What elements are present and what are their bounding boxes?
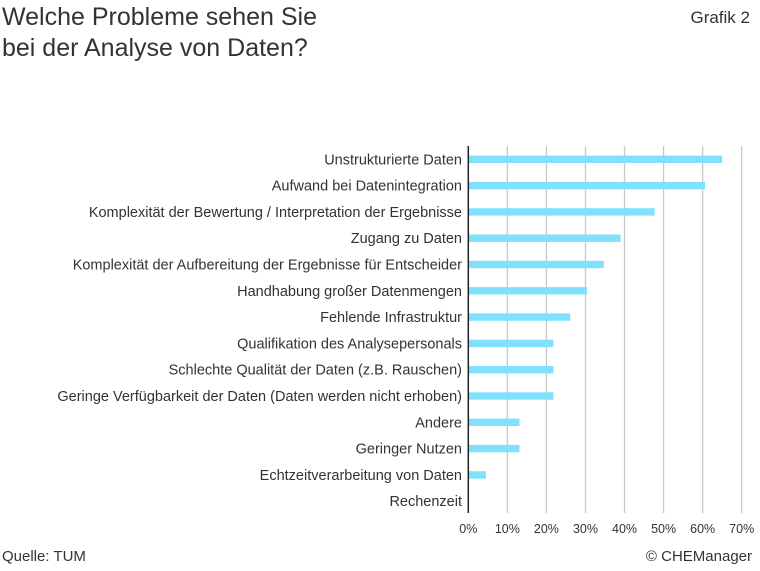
category-label: Komplexität der Bewertung / Interpretati… xyxy=(89,205,462,221)
category-label: Rechenzeit xyxy=(389,494,462,510)
category-label: Komplexität der Aufbereitung der Ergebni… xyxy=(73,258,462,274)
bar xyxy=(468,155,723,163)
category-label: Zugang zu Daten xyxy=(351,231,462,247)
x-tick-label: 50% xyxy=(651,522,676,536)
category-label: Unstrukturierte Daten xyxy=(324,152,462,168)
x-tick-label: 20% xyxy=(534,522,559,536)
category-label: Geringe Verfügbarkeit der Daten (Daten w… xyxy=(57,389,462,405)
chart-title: Welche Probleme sehen Sie bei der Analyse… xyxy=(2,2,317,64)
x-tick-label: 70% xyxy=(729,522,754,536)
bar xyxy=(468,366,554,374)
figure-label: Grafik 2 xyxy=(690,8,750,27)
bar xyxy=(468,234,621,242)
bar xyxy=(468,471,486,479)
bar xyxy=(468,313,571,321)
x-tick-label: 0% xyxy=(459,522,477,536)
category-label: Geringer Nutzen xyxy=(356,442,462,458)
copyright-label: © CHEManager xyxy=(645,548,752,565)
bar xyxy=(468,339,554,348)
category-label: Aufwand bei Datenintegration xyxy=(272,179,462,195)
bar xyxy=(468,444,520,453)
bar xyxy=(468,208,655,216)
x-tick-label: 30% xyxy=(573,522,598,536)
bar xyxy=(468,418,520,426)
x-tick-label: 10% xyxy=(495,522,520,536)
x-tick-label: 40% xyxy=(612,522,637,536)
title-line-1: Welche Probleme sehen Sie xyxy=(2,3,317,31)
category-label: Schlechte Qualität der Daten (z.B. Rausc… xyxy=(169,363,462,379)
title-line-2: bei der Analyse von Daten? xyxy=(2,34,308,62)
category-label: Andere xyxy=(415,415,462,431)
x-tick-label: 60% xyxy=(690,522,715,536)
category-label: Fehlende Infrastruktur xyxy=(320,310,462,326)
category-label: Qualifikation des Analysepersonals xyxy=(237,336,462,352)
category-label: Echtzeitverarbeitung von Daten xyxy=(260,468,462,484)
category-label: Handhabung großer Datenmengen xyxy=(237,284,462,300)
bar xyxy=(468,181,705,190)
bar xyxy=(468,287,588,295)
bar xyxy=(468,392,554,400)
bar xyxy=(468,260,604,269)
source-label: Quelle: TUM xyxy=(2,548,86,565)
